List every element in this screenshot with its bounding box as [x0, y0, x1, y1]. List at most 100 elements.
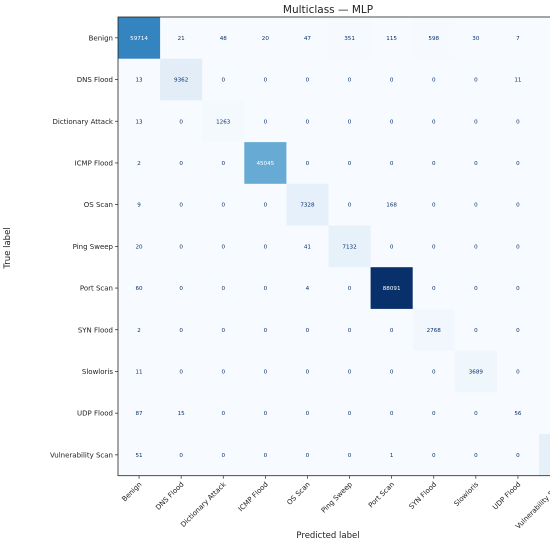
heatmap-cell [244, 58, 287, 101]
cell-value-label: 0 [264, 369, 268, 375]
heatmap-cell [454, 392, 498, 435]
heatmap-cell [454, 58, 498, 101]
heatmap-cell [370, 308, 414, 351]
y-tick-label: OS Scan [84, 201, 113, 209]
cell-value-label: 0 [179, 119, 183, 125]
heatmap-cell [370, 350, 414, 393]
cell-value-label: 30 [472, 36, 480, 42]
heatmap-cell [286, 183, 329, 226]
cell-value-label: 0 [390, 161, 394, 167]
heatmap-cell [160, 100, 203, 143]
x-axis-label: Predicted label [296, 531, 359, 541]
cell-value-label: 0 [264, 203, 268, 209]
heatmap-cell [202, 183, 245, 226]
cell-value-label: 0 [432, 369, 436, 375]
heatmap-cell [370, 183, 414, 226]
cell-value-label: 0 [306, 369, 310, 375]
heatmap-cell [539, 100, 550, 143]
heatmap-cell [202, 17, 245, 60]
heatmap-cell [328, 308, 371, 351]
heatmap-cell [244, 183, 287, 226]
heatmap-cell [202, 392, 245, 435]
cell-value-label: 0 [390, 328, 394, 334]
cell-value-label: 56 [514, 411, 522, 417]
cell-value-label: 1 [390, 453, 394, 459]
cell-value-label: 0 [390, 411, 394, 417]
heatmap-cell [202, 350, 245, 393]
cell-value-label: 0 [516, 286, 520, 292]
cell-value-label: 0 [390, 369, 394, 375]
plot-frame [117, 16, 550, 477]
heatmap-cell [244, 100, 287, 143]
cell-value-label: 0 [221, 78, 225, 84]
y-tick-label: SYN Flood [78, 326, 113, 334]
y-tick-label: Dictionary Attack [53, 118, 114, 126]
heatmap-cell [539, 17, 550, 60]
cell-value-label: 0 [306, 411, 310, 417]
heatmap-cell [118, 267, 161, 310]
cell-value-label: 0 [516, 119, 520, 125]
cell-value-label: 0 [348, 328, 352, 334]
heatmap-cell [328, 17, 371, 60]
cell-value-label: 0 [306, 453, 310, 459]
y-tick-label: Benign [89, 34, 113, 42]
cell-value-label: 0 [348, 78, 352, 84]
heatmap-cell [370, 225, 414, 268]
heatmap-cell [454, 308, 498, 351]
cell-value-label: 0 [474, 244, 478, 250]
cell-value-label: 88091 [383, 286, 401, 292]
cell-value-label: 0 [390, 244, 394, 250]
cell-value-label: 0 [474, 328, 478, 334]
cell-value-label: 0 [474, 161, 478, 167]
heatmap-cell [412, 225, 456, 268]
heatmap-cell [286, 350, 329, 393]
cell-value-label: 0 [474, 119, 478, 125]
cell-value-label: 0 [390, 78, 394, 84]
heatmap-cell [412, 183, 456, 226]
cell-value-label: 0 [432, 78, 436, 84]
x-tick-label: Port Scan [367, 480, 396, 509]
x-tick-label: ICMP Flood [237, 480, 270, 513]
x-tick-label: UDP Flood [491, 480, 522, 511]
heatmap-cell [118, 100, 161, 143]
heatmap-cell [118, 58, 161, 101]
heatmap-cell [286, 100, 329, 143]
heatmap-cell [244, 225, 287, 268]
heatmap-cell [496, 58, 540, 101]
cell-value-label: 0 [179, 203, 183, 209]
heatmap-cell [370, 392, 414, 435]
cell-value-label: 4 [306, 286, 310, 292]
cell-value-label: 11 [514, 78, 522, 84]
cell-value-label: 21 [178, 36, 186, 42]
cell-value-label: 0 [264, 328, 268, 334]
y-axis-label: True label [3, 227, 13, 269]
heatmap-cell [118, 17, 161, 60]
x-tick-label: Dictionary Attack [179, 480, 228, 529]
cell-value-label: 0 [348, 119, 352, 125]
heatmap-cell [496, 183, 540, 226]
x-tick-label: DNS Flood [154, 480, 185, 511]
cell-value-label: 0 [432, 453, 436, 459]
cell-value-label: 598 [428, 36, 439, 42]
cell-value-label: 87 [135, 411, 143, 417]
heatmap-cell [496, 350, 540, 393]
cell-value-label: 0 [306, 78, 310, 84]
cell-value-label: 2 [137, 328, 141, 334]
heatmap-cell [286, 142, 329, 185]
cell-value-label: 0 [516, 203, 520, 209]
cell-value-label: 0 [179, 244, 183, 250]
heatmap-cell [160, 183, 203, 226]
heatmap-cell [244, 17, 287, 60]
y-tick-label: UDP Flood [77, 410, 113, 418]
heatmap-cell [244, 350, 287, 393]
heatmap-cell [328, 434, 371, 477]
cell-value-label: 0 [516, 328, 520, 334]
heatmap-cell [539, 308, 550, 351]
heatmap-cell [328, 58, 371, 101]
cell-value-label: 168 [386, 203, 397, 209]
heatmap-cell [118, 434, 161, 477]
heatmap-cell [539, 58, 550, 101]
heatmap-cell [286, 392, 329, 435]
cell-value-label: 2768 [427, 328, 442, 334]
heatmap-cell [496, 100, 540, 143]
